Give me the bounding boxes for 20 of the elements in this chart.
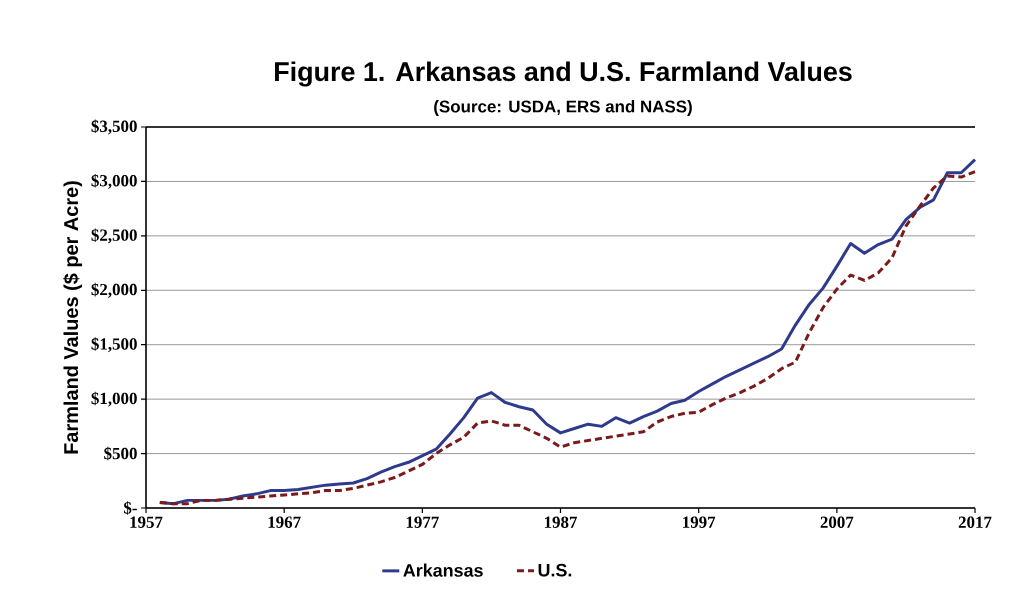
y-tick-label: $1,500 xyxy=(91,337,137,353)
y-tick-label: $2,000 xyxy=(91,282,137,298)
y-axis-title: Farmland Values ($ per Acre) xyxy=(63,181,83,454)
x-tick-label: 1997 xyxy=(683,516,716,528)
legend-label: U.S. xyxy=(538,563,572,577)
y-tick-label: $500 xyxy=(104,446,137,461)
legend-label: Arkansas xyxy=(403,563,483,577)
chart-title: Figure 1. Arkansas and U.S. Farmland Values xyxy=(275,61,852,87)
x-tick-label: 1977 xyxy=(406,516,439,528)
chart-subtitle: (Source: USDA, ERS and NASS) xyxy=(434,100,692,116)
x-tick-label: 1967 xyxy=(268,516,301,528)
y-tick-label: $1,000 xyxy=(91,391,137,407)
y-tick-label: $2,500 xyxy=(91,228,137,244)
y-tick-label: $3,500 xyxy=(91,119,137,135)
x-tick-label: 2007 xyxy=(820,516,854,528)
x-tick-label: 1987 xyxy=(544,516,578,528)
x-tick-label: 1957 xyxy=(130,516,163,528)
y-tick-label: $- xyxy=(123,501,137,515)
x-tick-label: 2017 xyxy=(958,516,992,528)
y-tick-label: $3,000 xyxy=(91,173,137,189)
